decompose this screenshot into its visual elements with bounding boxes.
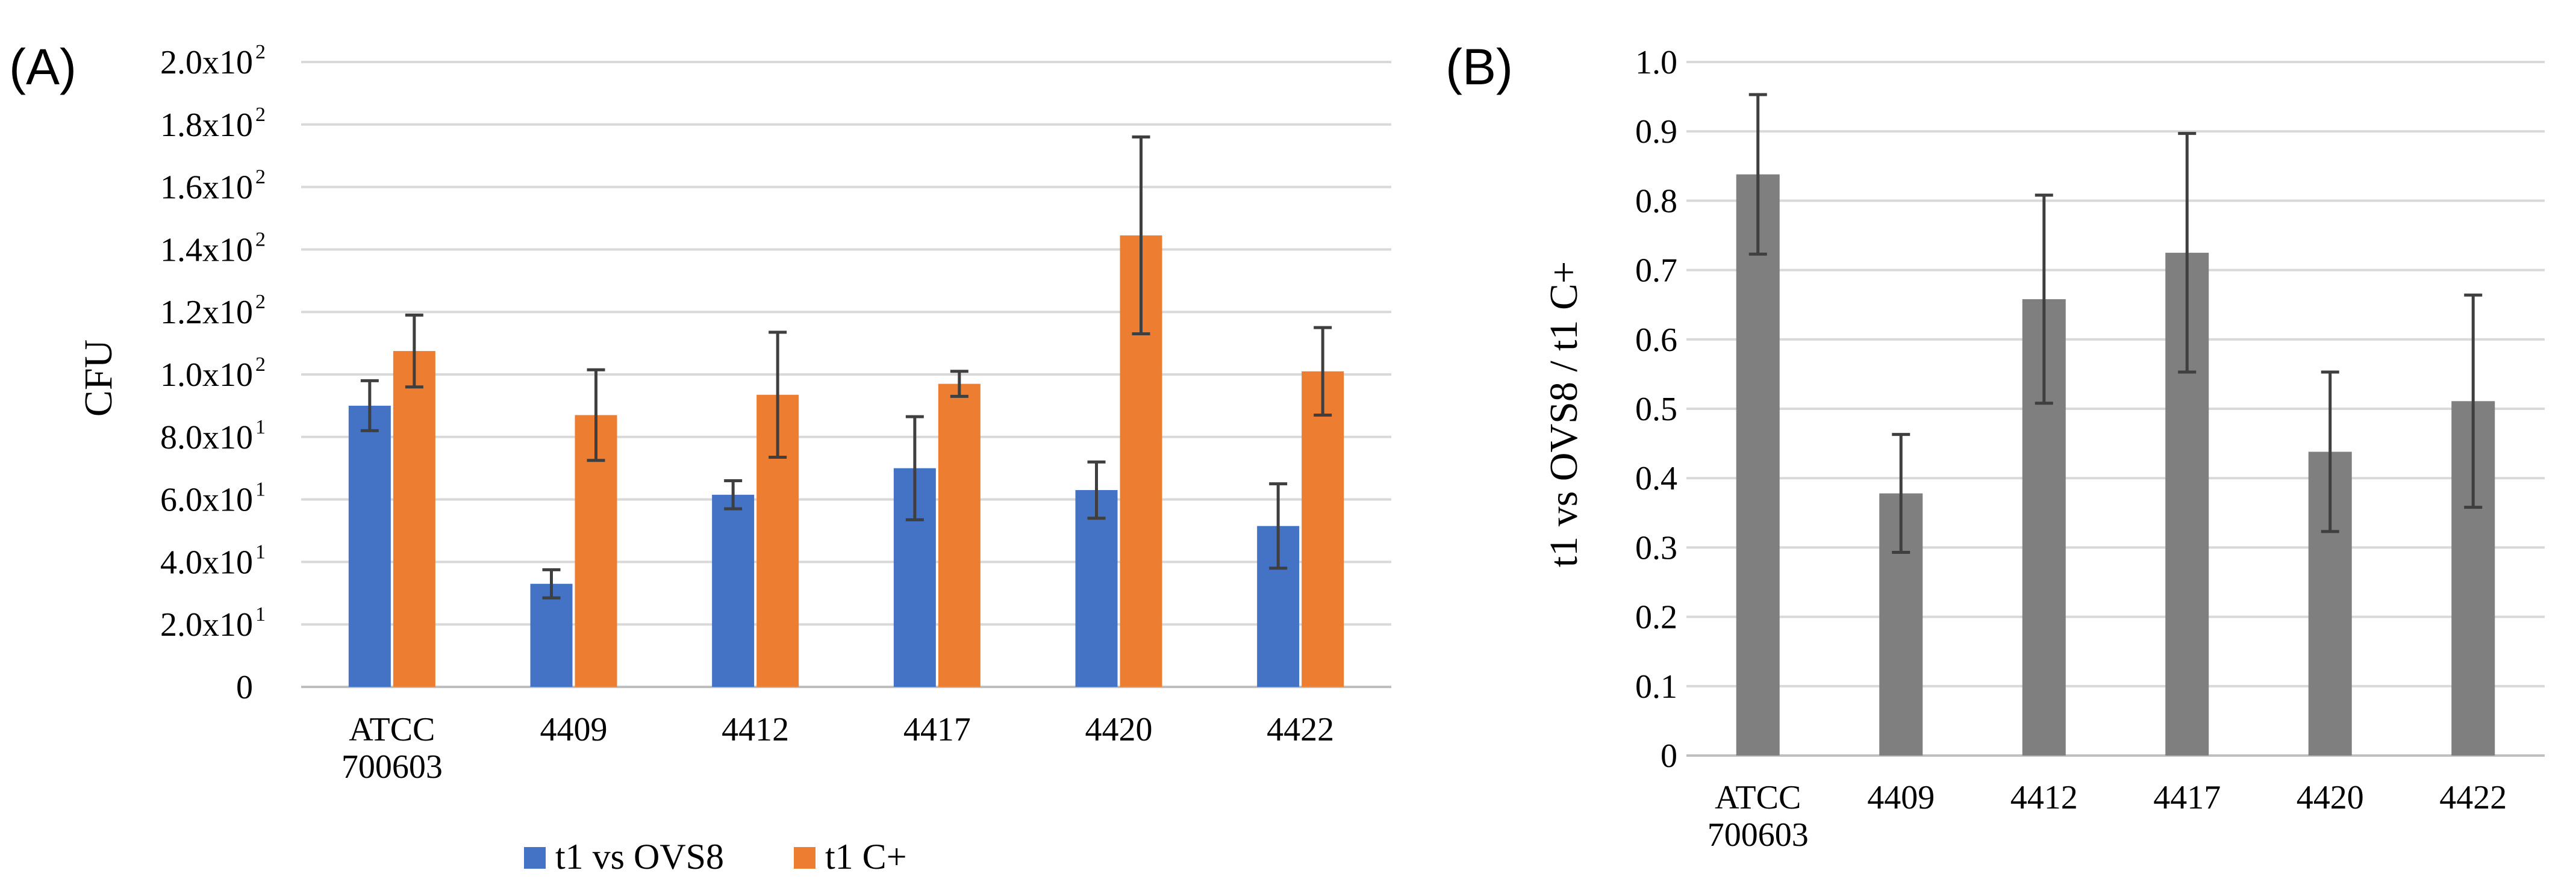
panel-a-y-tick-label: 1.2x10 bbox=[160, 294, 253, 331]
panel-a-y-tick-exponent: 2 bbox=[255, 291, 266, 313]
panel-b-y-tick-label: 0.7 bbox=[1635, 252, 1677, 290]
panel-a-y-tick-label: 6.0x10 bbox=[160, 482, 253, 519]
bar-t1-c-4417 bbox=[938, 383, 981, 687]
panel-a-y-axis-title: CFU bbox=[76, 340, 120, 417]
panel-b-y-tick-label: 0.2 bbox=[1635, 599, 1677, 636]
panel-a-x-tick-label: 4412 bbox=[722, 711, 789, 748]
panel-a-x-tick-label: 4409 bbox=[540, 711, 608, 748]
panel-a-y-tick-label: 4.0x10 bbox=[160, 544, 253, 581]
legend-swatch-t1-c-plus bbox=[794, 847, 816, 869]
panel-a-y-tick-label: 0 bbox=[236, 669, 253, 706]
panel-b-y-tick-label: 0.3 bbox=[1635, 529, 1677, 567]
panel-a-error-bars bbox=[360, 135, 1332, 600]
panel-b-y-tick-label: 0.4 bbox=[1635, 460, 1677, 497]
panel-b-x-tick-label: 4412 bbox=[2010, 779, 2078, 816]
panel-b-x-tick-label: ATCC bbox=[1715, 779, 1801, 816]
panel-b-y-axis-title: t1 vs OVS8 / t1 C+ bbox=[1542, 261, 1586, 567]
bar-t1-c-4422 bbox=[1302, 371, 1344, 687]
panel-b-error-bars bbox=[1748, 93, 2483, 554]
panel-a-y-tick-exponent: 1 bbox=[255, 541, 266, 563]
panel-a-y-tick-exponent: 2 bbox=[255, 166, 266, 188]
panel-a-y-tick-label: 2.0x10 bbox=[160, 606, 253, 644]
panel-a-y-tick-exponent: 1 bbox=[255, 416, 266, 438]
panel-b-x-tick-label: 4409 bbox=[1867, 779, 1935, 816]
panel-a-y-tick-exponent: 1 bbox=[255, 603, 266, 626]
panel-a-x-tick-label: ATCC bbox=[349, 711, 435, 748]
panel-b-y-tick-labels: 0 0.1 0.2 0.3 0.4 0.5 0.6 0.7 0.8 0.9 1.0 bbox=[1635, 44, 1677, 775]
bar-t1-c-atcc-700603 bbox=[393, 351, 435, 687]
panel-a-y-tick-label: 1.0x10 bbox=[160, 356, 253, 394]
panel-a-y-tick-exponent: 1 bbox=[255, 479, 266, 501]
panel-b-x-tick-label: 4420 bbox=[2297, 779, 2364, 816]
bar-t1-vs-ovs8-4409 bbox=[530, 583, 573, 687]
panel-b-label: (B) bbox=[1445, 39, 1513, 95]
bar-t1-vs-ovs8-4420 bbox=[1075, 490, 1118, 687]
panel-a-y-tick-exponent: 2 bbox=[255, 228, 266, 250]
legend-label-t1-c-plus: t1 C+ bbox=[825, 837, 907, 877]
panel-a-label: (A) bbox=[9, 39, 76, 95]
bar-t1-vs-ovs8-4412 bbox=[712, 494, 755, 687]
panel-b-x-tick-label: 4417 bbox=[2153, 779, 2221, 816]
panel-a-y-tick-label: 1.6x10 bbox=[160, 169, 253, 206]
panel-b-y-tick-label: 0.6 bbox=[1635, 321, 1677, 359]
panel-a-y-tick-label: 1.8x10 bbox=[160, 107, 253, 144]
bar-ratio-atcc-700603 bbox=[1736, 174, 1780, 756]
panel-b-y-tick-label: 0.5 bbox=[1635, 391, 1677, 428]
panel-b-x-tick-label: 4422 bbox=[2439, 779, 2507, 816]
panel-a-y-tick-label: 1.4x10 bbox=[160, 231, 253, 269]
panel-b-bars bbox=[1736, 174, 2495, 756]
panel-b-x-tick-label: 700603 bbox=[1707, 816, 1809, 854]
panel-a: (A) 02.0x10 14.0x10 16.0x10 18.0x10 11.0x10 2… bbox=[9, 39, 1391, 877]
panel-b: (B) 0 0.1 0.2 0.3 0.4 0.5 0.6 0.7 0.8 0.9 1.0 ATCC… bbox=[1445, 39, 2545, 854]
panel-a-legend: t1 vs OVS8 t1 C+ bbox=[524, 837, 907, 877]
panel-a-bars bbox=[348, 235, 1344, 687]
panel-b-gridlines bbox=[1686, 61, 2545, 757]
panel-b-y-tick-label: 0.8 bbox=[1635, 182, 1677, 220]
panel-a-y-tick-exponent: 2 bbox=[255, 104, 266, 126]
panel-a-y-tick-label: 8.0x10 bbox=[160, 419, 253, 456]
bar-t1-vs-ovs8-atcc-700603 bbox=[348, 405, 391, 687]
legend-label-t1-vs-ovs8: t1 vs OVS8 bbox=[555, 837, 724, 877]
panel-a-x-tick-label: 700603 bbox=[341, 748, 443, 786]
panel-a-y-tick-exponent: 2 bbox=[255, 353, 266, 376]
panel-b-y-tick-label: 0.1 bbox=[1635, 668, 1677, 706]
panel-b-y-tick-label: 0 bbox=[1661, 737, 1677, 775]
panel-a-x-tick-label: 4420 bbox=[1085, 711, 1153, 748]
panel-a-x-tick-label: 4417 bbox=[903, 711, 971, 748]
panel-a-x-tick-label: 4422 bbox=[1267, 711, 1334, 748]
panel-b-y-tick-label: 1.0 bbox=[1635, 44, 1677, 81]
legend-swatch-t1-vs-ovs8 bbox=[524, 847, 546, 869]
panel-a-y-tick-exponent: 2 bbox=[255, 41, 266, 63]
panel-b-y-tick-label: 0.9 bbox=[1635, 113, 1677, 151]
panel-a-y-tick-labels: 02.0x10 14.0x10 16.0x10 18.0x10 11.0x10 21.2x… bbox=[160, 41, 266, 706]
panel-a-gridlines bbox=[301, 61, 1391, 688]
panel-a-y-tick-label: 2.0x10 bbox=[160, 44, 253, 81]
